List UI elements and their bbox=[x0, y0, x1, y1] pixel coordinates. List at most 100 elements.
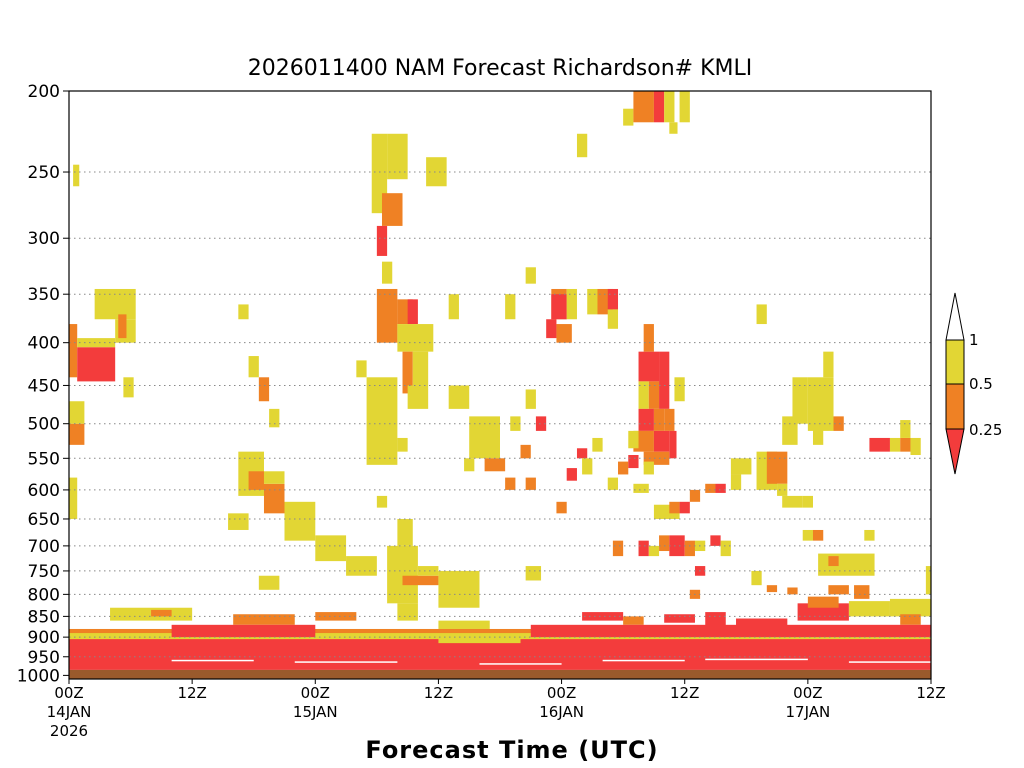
heatmap-cell bbox=[664, 408, 675, 431]
heatmap-cell bbox=[233, 614, 295, 625]
heatmap-cell bbox=[643, 451, 670, 465]
heatmap-cell bbox=[118, 314, 127, 339]
heatmap-cell bbox=[381, 261, 393, 284]
boundary-streak bbox=[705, 658, 808, 661]
heatmap-cell bbox=[679, 501, 690, 514]
heatmap-cell bbox=[848, 601, 890, 617]
heatmap-cell bbox=[659, 351, 670, 409]
colorbar-bin-top bbox=[945, 292, 965, 341]
heatmap-cell bbox=[566, 288, 577, 320]
heatmap-cell bbox=[376, 225, 388, 256]
heatmap-cell bbox=[633, 483, 649, 493]
heatmap-cell bbox=[643, 461, 654, 475]
boundary-streak bbox=[294, 661, 398, 663]
heatmap-cell bbox=[638, 381, 649, 409]
heatmap-cell bbox=[812, 529, 824, 541]
colorbar: 1 0.5 0.25 bbox=[945, 292, 1002, 475]
heatmap-cell bbox=[623, 616, 644, 625]
y-tick-label: 800 bbox=[28, 585, 60, 605]
ground-shading bbox=[69, 669, 931, 679]
heatmap-cell bbox=[669, 430, 677, 459]
heatmap-cell bbox=[669, 122, 678, 134]
heatmap-cell bbox=[387, 545, 418, 604]
heatmap-cell bbox=[69, 639, 931, 670]
y-tick-label: 400 bbox=[28, 334, 60, 354]
colorbar-label: 0.25 bbox=[969, 421, 1002, 439]
heatmap-cell bbox=[438, 620, 490, 629]
heatmap-cell bbox=[366, 377, 398, 465]
heatmap-cell bbox=[756, 304, 767, 325]
heatmap-cell bbox=[828, 585, 849, 595]
x-tick-label: 15JAN bbox=[293, 703, 338, 721]
heatmap-cell bbox=[469, 416, 500, 459]
heatmap-cell bbox=[669, 535, 685, 557]
x-tick-label: 12Z bbox=[916, 684, 945, 702]
boundary-streak bbox=[171, 659, 254, 662]
heatmap-cell bbox=[77, 347, 116, 382]
heatmap-cell bbox=[520, 444, 531, 459]
heatmap-cell bbox=[669, 501, 680, 514]
y-tick-label: 450 bbox=[28, 376, 60, 396]
heatmap-cell bbox=[263, 471, 285, 484]
y-tick-label: 850 bbox=[28, 607, 60, 627]
x-tick-label: 12Z bbox=[424, 684, 453, 702]
heatmap-cell bbox=[412, 351, 429, 386]
heatmap-cell bbox=[582, 612, 624, 621]
heatmap-cell bbox=[900, 614, 921, 625]
y-tick-label: 550 bbox=[28, 449, 60, 469]
heatmap-cell bbox=[925, 566, 931, 595]
y-tick-label: 750 bbox=[28, 562, 60, 582]
heatmap-cell bbox=[648, 381, 660, 409]
heatmap-cell bbox=[576, 448, 588, 459]
heatmap-cell bbox=[151, 609, 172, 617]
heatmap-cell bbox=[258, 377, 270, 402]
heatmap-cell bbox=[823, 351, 834, 378]
heatmap-cell bbox=[612, 540, 624, 557]
boundary-streak bbox=[479, 663, 562, 665]
heatmap-cell bbox=[653, 91, 665, 123]
y-tick-label: 700 bbox=[28, 537, 60, 557]
heatmap-cell bbox=[556, 501, 567, 514]
y-tick-label: 200 bbox=[28, 82, 60, 102]
heatmap-cell bbox=[171, 624, 316, 638]
heatmap-cell bbox=[448, 385, 470, 409]
heatmap-cell bbox=[910, 437, 921, 455]
heatmap-cell bbox=[674, 377, 685, 402]
heatmap-cell bbox=[638, 351, 660, 382]
x-tick-label: 00Z bbox=[793, 684, 822, 702]
heatmap-cell bbox=[833, 416, 844, 431]
heatmap-cell bbox=[782, 416, 798, 445]
gridlines bbox=[69, 171, 931, 676]
heatmap-cell bbox=[766, 451, 788, 484]
heatmap-cell bbox=[123, 377, 134, 398]
x-tick-label: 14JAN bbox=[47, 703, 92, 721]
x-axis-label: Forecast Time (UTC) bbox=[365, 736, 658, 764]
heatmap-cell bbox=[869, 437, 890, 452]
heatmap-cell bbox=[900, 420, 911, 438]
heatmap-cell bbox=[648, 545, 660, 557]
heatmap-cell bbox=[525, 389, 536, 409]
heatmap-cell bbox=[556, 324, 572, 343]
heatmap-cell bbox=[407, 385, 429, 409]
heatmap-cell bbox=[356, 360, 367, 378]
x-tick-label: 00Z bbox=[301, 684, 330, 702]
heatmap-cell bbox=[664, 91, 675, 123]
heatmap-cell bbox=[664, 614, 695, 623]
heatmap-cell bbox=[258, 575, 280, 590]
heatmap-cell bbox=[525, 566, 542, 581]
heatmap-cell bbox=[679, 91, 690, 123]
heatmap-cell bbox=[807, 377, 834, 431]
heatmap-cell bbox=[818, 553, 875, 576]
chart-title: 2026011400 NAM Forecast Richardson# KMLI bbox=[248, 56, 753, 81]
heatmap-cell bbox=[633, 430, 654, 452]
y-axis: 200 250 300 350 400 450 500 550 600 650 700 750 8008… bbox=[17, 82, 69, 686]
heatmap-cell bbox=[812, 427, 824, 445]
colorbar-label: 0.5 bbox=[969, 375, 993, 393]
heatmap-cell bbox=[705, 483, 716, 493]
heatmap-cell bbox=[397, 324, 434, 352]
colorbar-bin bbox=[945, 383, 965, 430]
heatmap-cell bbox=[607, 309, 619, 329]
heatmap-cell bbox=[69, 423, 85, 445]
heatmap-cell bbox=[653, 430, 670, 452]
